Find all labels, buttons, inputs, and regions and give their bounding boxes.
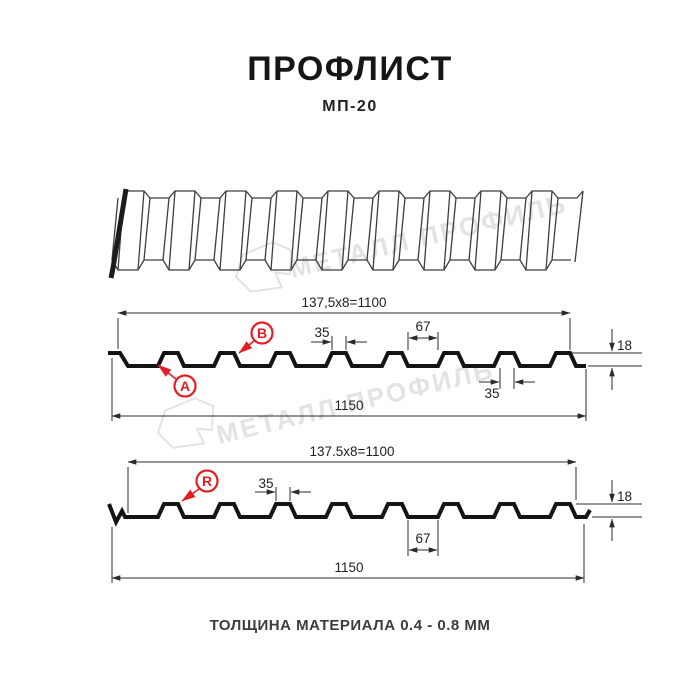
extension-lines [117,318,571,350]
valley-dim-label: 67 [415,319,430,334]
page-title: ПРОФЛИСТ [247,50,453,88]
extension-lines [407,520,439,556]
brand-logo-icon [156,397,215,449]
bottom-crest-dim-label: 35 [484,386,499,401]
label-r: R [202,473,212,489]
sheet-top-edge [124,190,584,199]
pitch-dim-label: 137,5x8=1100 [302,295,387,310]
crest-dim-label: 35 [314,325,329,340]
label-b-circle [250,321,274,345]
extension-lines [572,352,642,367]
profile-outline [108,351,586,368]
crest-dim-label: 35 [258,476,273,491]
extension-lines [576,503,642,518]
pitch-dim-label: 137.5x8=1100 [310,444,395,459]
height-dim-label: 18 [617,338,632,353]
valley-dim-label: 67 [415,531,430,546]
material-thickness-note: ТОЛЩИНА МАТЕРИАЛА 0.4 - 0.8 ММ [209,617,491,634]
watermark-lower: МЕТАЛЛ ПРОФИЛЬ [156,354,497,450]
overall-dim-label: 1150 [334,398,363,413]
sheet-cut-edge [108,188,129,279]
extension-lines [407,332,439,350]
label-b: B [257,325,267,341]
label-a-leader [157,364,177,380]
extension-lines [111,358,587,421]
page-subtitle: МП-20 [322,98,378,115]
extension-lines [499,368,515,389]
profile-outline [107,502,592,527]
label-r-circle [195,469,219,493]
label-a: A [180,378,190,394]
label-a-circle [173,374,197,398]
cross-section-reverse: 137.5x8=1100 35 67 18 1150 R [107,444,642,583]
extension-lines [331,336,347,350]
height-dim-label: 18 [617,489,632,504]
overall-dim-label: 1150 [334,560,363,575]
label-r-leader [181,488,200,502]
sheet-3d-view [108,188,584,279]
extension-lines [127,467,577,513]
extension-lines [111,524,585,583]
brand-logo-icon [234,241,293,293]
cross-section-front: 137,5x8=1100 35 67 35 18 1150 B A [108,295,642,421]
label-b-leader [238,340,255,354]
extension-lines [275,487,291,501]
